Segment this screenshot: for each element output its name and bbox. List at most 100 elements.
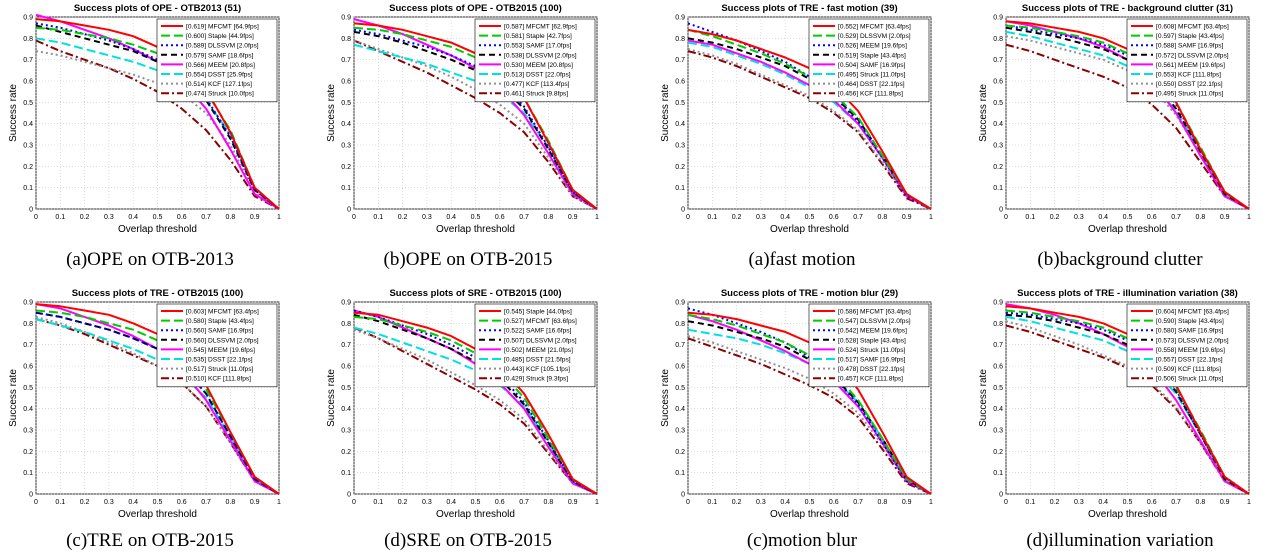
x-tick-label: 0.6 <box>177 499 187 506</box>
series-line <box>1005 26 1250 210</box>
series-line <box>687 313 932 495</box>
chart-tre-background-clutter: 0 0.1 0.2 0.3 0.4 0.5 0.6 0.7 0.8 0.9 1 0 0.1 0.2 0.3 0… <box>978 3 1251 235</box>
y-tick-label: 0.5 <box>993 100 1003 107</box>
legend-entry: [0.513] DSST [22.0fps] <box>504 72 571 79</box>
y-tick-label: 0.6 <box>23 364 33 371</box>
legend-entry: [0.579] SAMF [18.6fps] <box>186 52 254 59</box>
x-tick-label: 0.2 <box>80 214 90 221</box>
x-tick-label: 0.7 <box>1171 499 1181 506</box>
legend-entry: [0.477] KCF [113.4fps] <box>504 81 570 88</box>
x-tick-label: 0.3 <box>1074 499 1084 506</box>
x-tick-label: 0.5 <box>1123 499 1133 506</box>
x-tick-label: 0.1 <box>55 214 65 221</box>
y-tick-label: 0.9 <box>23 300 33 307</box>
x-tick-label: 0.5 <box>805 214 815 221</box>
x-tick-label: 0.7 <box>853 214 863 221</box>
legend-entry: [0.526] MEEM [19.6fps] <box>838 43 907 50</box>
x-tick-label: 1 <box>1247 499 1251 506</box>
legend-entry: [0.510] KCF [111.8fps] <box>186 376 251 383</box>
legend-entry: [0.538] DLSSVM [2.0fps] <box>504 52 577 59</box>
series-line <box>1005 30 1250 210</box>
x-tick-label: 0.8 <box>544 499 554 506</box>
x-tick-label: 0.8 <box>226 214 236 221</box>
y-tick-label: 0.5 <box>675 100 685 107</box>
y-tick-label: 0.4 <box>23 406 33 413</box>
y-tick-label: 0.7 <box>341 57 351 64</box>
x-tick-label: 0.6 <box>1147 214 1157 221</box>
x-axis-label: Overlap threshold <box>1088 509 1167 520</box>
series-line <box>353 328 598 495</box>
legend-entry: [0.572] DLSSVM [2.0fps] <box>1156 52 1229 59</box>
series-line <box>353 315 598 495</box>
x-tick-label: 0.1 <box>373 214 383 221</box>
y-axis-label: Success rate <box>978 84 989 142</box>
y-tick-label: 0.9 <box>23 15 33 22</box>
x-tick-label: 1 <box>277 214 281 221</box>
y-tick-label: 0.6 <box>993 79 1003 86</box>
legend-entry: [0.550] DSST [22.1fps] <box>1156 81 1223 88</box>
y-tick-label: 0.9 <box>993 300 1003 307</box>
x-tick-label: 0.5 <box>1123 214 1133 221</box>
legend-entry: [0.456] KCF [111.8fps] <box>838 91 903 98</box>
y-tick-label: 0.3 <box>23 143 33 150</box>
x-tick-label: 0.9 <box>1220 214 1230 221</box>
y-tick-label: 0 <box>681 207 685 214</box>
y-tick-label: 0.3 <box>675 143 685 150</box>
x-tick-label: 0.5 <box>153 214 163 221</box>
x-tick-label: 0.9 <box>1220 499 1230 506</box>
legend-entry: [0.560] DLSSVM [2.0fps] <box>186 337 259 344</box>
x-axis-label: Overlap threshold <box>436 224 515 235</box>
caption-sre-otb2015: (d)SRE on OTB-2015 <box>384 530 552 551</box>
legend-entry: [0.561] MEEM [19.6fps] <box>1156 62 1225 69</box>
legend-entry: [0.457] KCF [111.8fps] <box>838 376 903 383</box>
x-tick-label: 0.7 <box>519 214 529 221</box>
x-axis-label: Overlap threshold <box>770 224 849 235</box>
caption-ope-otb2013: (a)OPE on OTB-2013 <box>66 249 234 270</box>
x-tick-label: 0.2 <box>732 214 742 221</box>
legend-entry: [0.443] KCF [105.1fps] <box>504 366 570 373</box>
legend-entry: [0.517] SAMF [16.9fps] <box>838 357 906 364</box>
legend-entry: [0.495] Struck [11.0fps] <box>1156 91 1223 98</box>
x-tick-label: 0.1 <box>707 499 717 506</box>
x-tick-label: 0.1 <box>55 499 65 506</box>
y-axis-label: Success rate <box>8 84 19 142</box>
y-tick-label: 0.9 <box>341 15 351 22</box>
x-tick-label: 0.5 <box>471 214 481 221</box>
legend-entry: [0.587] MFCMT [62.9fps] <box>504 24 577 31</box>
x-tick-label: 0 <box>352 499 356 506</box>
x-tick-label: 0.3 <box>104 214 114 221</box>
y-tick-label: 0.1 <box>341 470 351 477</box>
y-tick-label: 0.2 <box>675 449 685 456</box>
y-tick-label: 0.4 <box>993 406 1003 413</box>
legend-entry: [0.560] SAMF [16.9fps] <box>186 328 254 335</box>
y-tick-label: 0.7 <box>23 57 33 64</box>
y-tick-label: 0.7 <box>341 342 351 349</box>
y-tick-label: 0 <box>347 207 351 214</box>
x-tick-label: 0 <box>686 499 690 506</box>
y-tick-label: 0.1 <box>993 185 1003 192</box>
x-tick-label: 1 <box>595 214 599 221</box>
y-tick-label: 0.7 <box>675 342 685 349</box>
series-line <box>35 318 280 495</box>
caption-ope-otb2015: (b)OPE on OTB-2015 <box>383 249 553 270</box>
chart-title: Success plots of SRE - OTB2015 (100) <box>389 288 561 299</box>
x-axis-label: Overlap threshold <box>118 224 197 235</box>
y-tick-label: 0.8 <box>675 321 685 328</box>
y-tick-label: 0.1 <box>675 185 685 192</box>
x-tick-label: 0.6 <box>495 499 505 506</box>
x-tick-label: 0 <box>1004 214 1008 221</box>
legend-entry: [0.485] DSST [21.5fps] <box>504 357 571 364</box>
x-tick-label: 0 <box>686 214 690 221</box>
caption-background-clutter: (b)background clutter <box>1037 249 1203 270</box>
x-tick-label: 0.2 <box>80 499 90 506</box>
y-tick-label: 0.3 <box>23 428 33 435</box>
legend-entry: [0.604] MFCMT [63.4fps] <box>1156 309 1229 316</box>
y-tick-label: 0.6 <box>341 364 351 371</box>
legend-entry: [0.552] MFCMT [63.4fps] <box>838 24 911 31</box>
x-tick-label: 0.3 <box>1074 214 1084 221</box>
legend-entry: [0.522] SAMF [16.6fps] <box>504 328 572 335</box>
legend-entry: [0.495] Struck [11.0fps] <box>838 72 905 79</box>
y-tick-label: 0.6 <box>993 364 1003 371</box>
x-tick-label: 0.4 <box>128 499 138 506</box>
x-tick-label: 0.6 <box>1147 499 1157 506</box>
